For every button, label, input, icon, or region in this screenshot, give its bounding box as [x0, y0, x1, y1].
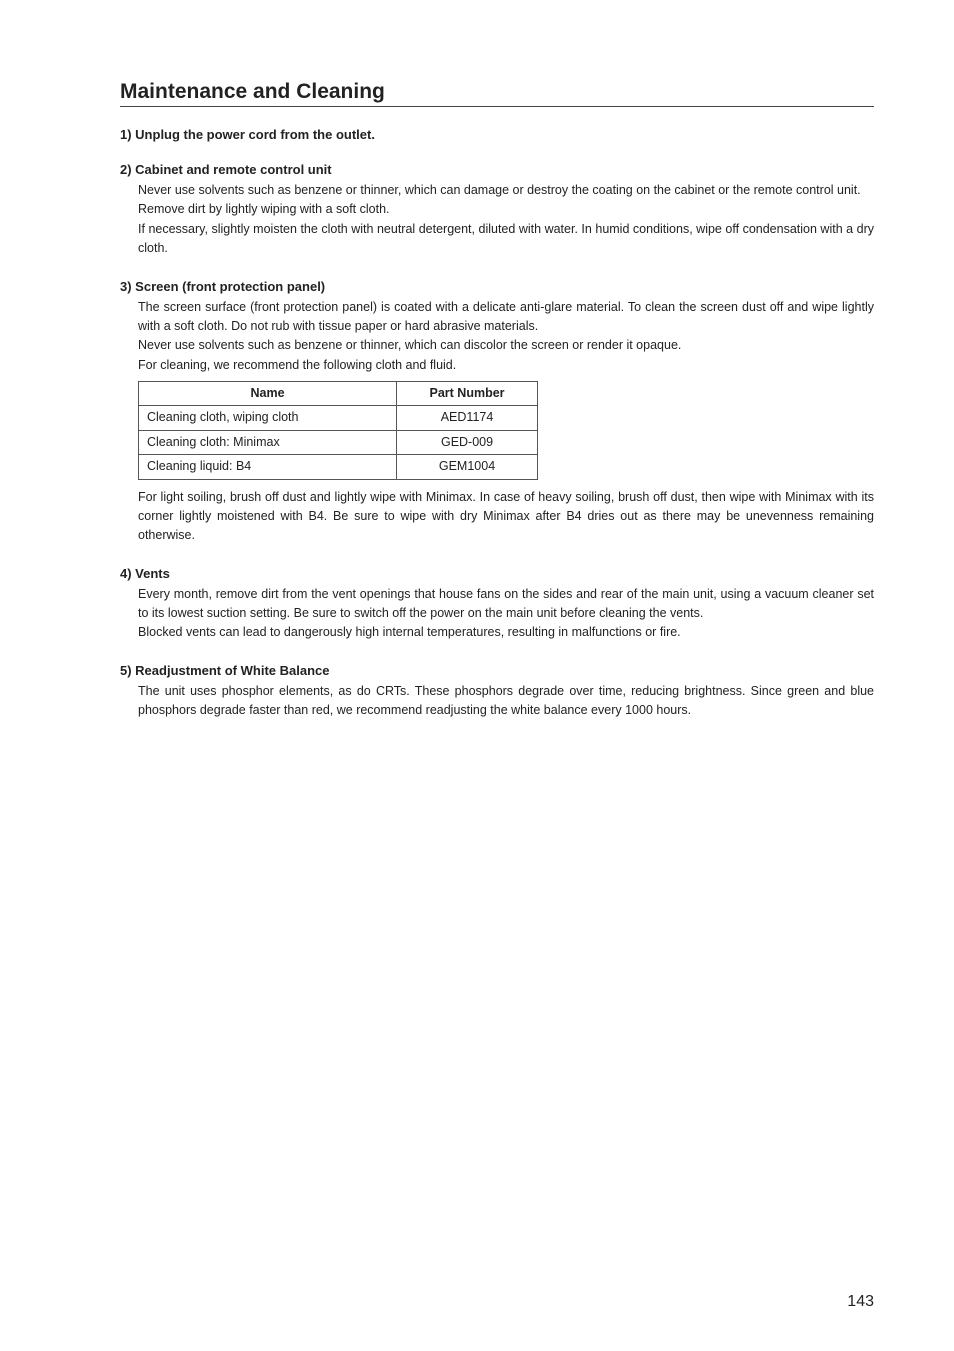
section-cabinet: 2) Cabinet and remote control unit Never…	[120, 162, 874, 259]
body-text: Never use solvents such as benzene or th…	[138, 181, 874, 200]
table-row: Cleaning cloth, wiping cloth AED1174	[139, 406, 538, 430]
section-heading: 3) Screen (front protection panel)	[120, 279, 874, 294]
body-text: For light soiling, brush off dust and li…	[138, 488, 874, 546]
body-text: The unit uses phosphor elements, as do C…	[138, 682, 874, 721]
table-cell-part: GEM1004	[397, 455, 538, 479]
section-body: Every month, remove dirt from the vent o…	[120, 585, 874, 643]
body-text: Remove dirt by lightly wiping with a sof…	[138, 200, 874, 219]
body-text: If necessary, slightly moisten the cloth…	[138, 220, 874, 259]
page-container: Maintenance and Cleaning 1) Unplug the p…	[0, 0, 954, 761]
page-number: 143	[847, 1293, 874, 1311]
section-body: Never use solvents such as benzene or th…	[120, 181, 874, 259]
table-cell-name: Cleaning liquid: B4	[139, 455, 397, 479]
table-header-row: Name Part Number	[139, 382, 538, 406]
section-vents: 4) Vents Every month, remove dirt from t…	[120, 566, 874, 643]
section-heading: 5) Readjustment of White Balance	[120, 663, 874, 678]
table-cell-part: AED1174	[397, 406, 538, 430]
section-white-balance: 5) Readjustment of White Balance The uni…	[120, 663, 874, 721]
body-text: Every month, remove dirt from the vent o…	[138, 585, 874, 624]
table-header-name: Name	[139, 382, 397, 406]
table-header-part: Part Number	[397, 382, 538, 406]
table-row: Cleaning cloth: Minimax GED-009	[139, 430, 538, 454]
body-text: Never use solvents such as benzene or th…	[138, 336, 874, 355]
body-text: The screen surface (front protection pan…	[138, 298, 874, 337]
section-unplug: 1) Unplug the power cord from the outlet…	[120, 127, 874, 142]
table-cell-name: Cleaning cloth, wiping cloth	[139, 406, 397, 430]
section-body: The screen surface (front protection pan…	[120, 298, 874, 546]
section-heading: 4) Vents	[120, 566, 874, 581]
section-screen: 3) Screen (front protection panel) The s…	[120, 279, 874, 546]
section-heading: 2) Cabinet and remote control unit	[120, 162, 874, 177]
page-title: Maintenance and Cleaning	[120, 80, 874, 107]
table-cell-name: Cleaning cloth: Minimax	[139, 430, 397, 454]
section-body: The unit uses phosphor elements, as do C…	[120, 682, 874, 721]
body-text: For cleaning, we recommend the following…	[138, 356, 874, 375]
section-heading: 1) Unplug the power cord from the outlet…	[120, 127, 874, 142]
table-cell-part: GED-009	[397, 430, 538, 454]
table-row: Cleaning liquid: B4 GEM1004	[139, 455, 538, 479]
body-text: Blocked vents can lead to dangerously hi…	[138, 623, 874, 642]
parts-table: Name Part Number Cleaning cloth, wiping …	[138, 381, 538, 480]
